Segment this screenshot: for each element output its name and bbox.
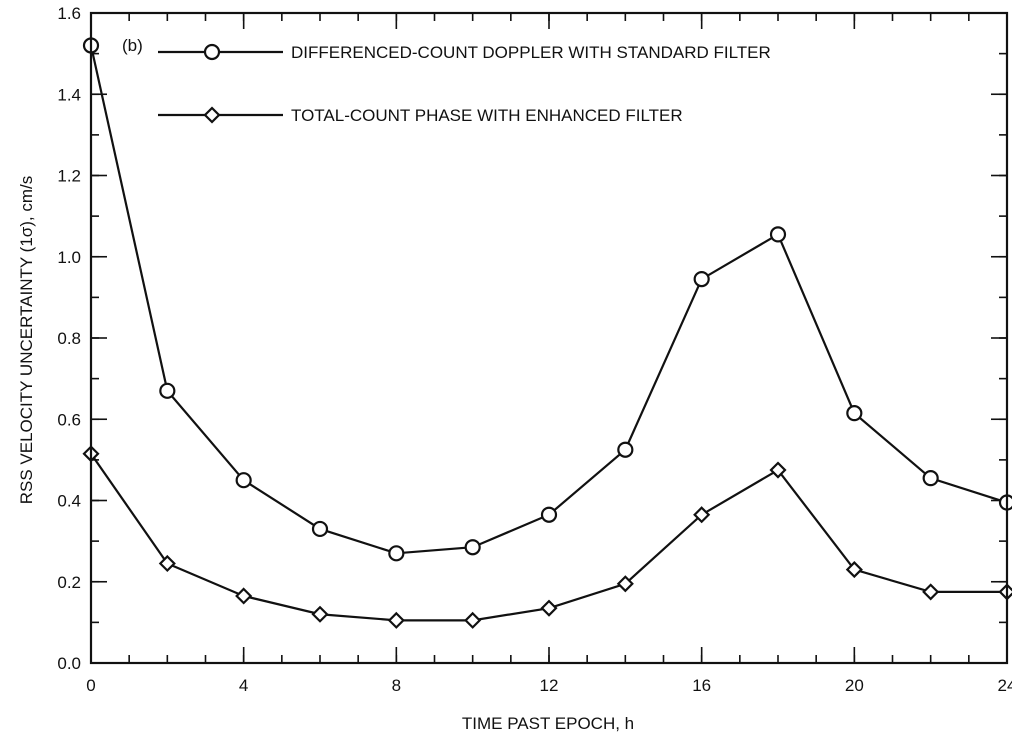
data-point-diamond	[693, 506, 711, 524]
data-point-diamond	[311, 605, 329, 623]
x-tick-label: 8	[392, 676, 401, 695]
y-tick-label: 1.2	[57, 167, 81, 186]
x-tick-label: 12	[540, 676, 559, 695]
data-point-circle	[922, 470, 939, 487]
tick-labels: 0 4 8 12 16 20 24 0.0 0.2 0.4 0.6 0.8 1.0 1.2 1.4 1.6	[57, 4, 1012, 695]
y-axis-title: RSS VELOCITY UNCERTAINTY (1σ), cm/s	[17, 176, 36, 505]
data-point-circle	[311, 520, 329, 538]
data-point-diamond	[845, 561, 863, 579]
data-point-circle	[464, 539, 481, 556]
data-point-circle	[769, 226, 787, 243]
data-point-diamond	[464, 611, 482, 629]
panel-label: (b)	[122, 36, 143, 55]
legend-label-phase: TOTAL-COUNT PHASE WITH ENHANCED FILTER	[291, 106, 683, 125]
series-lines	[89, 45, 1008, 622]
data-point-diamond	[769, 461, 787, 479]
series-markers	[82, 37, 1012, 629]
legend-marker-circle	[203, 43, 221, 61]
y-tick-label: 0.0	[57, 654, 81, 673]
data-point-diamond	[922, 583, 940, 601]
legend-marker-diamond	[203, 106, 221, 124]
y-tick-label: 0.2	[57, 573, 81, 592]
data-point-circle	[693, 270, 710, 288]
series-line-phase	[90, 453, 1007, 622]
plot-frame	[89, 11, 1009, 665]
x-tick-label: 0	[86, 676, 95, 695]
y-tick-label: 0.6	[57, 410, 81, 429]
data-point-circle	[388, 545, 405, 562]
x-tick-label: 24	[998, 676, 1012, 695]
data-point-circle	[235, 472, 252, 489]
y-tick-label: 1.0	[57, 248, 81, 267]
y-tick-label: 1.4	[57, 85, 81, 104]
x-tick-label: 16	[692, 676, 711, 695]
data-point-diamond	[540, 599, 558, 617]
legend: DIFFERENCED-COUNT DOPPLER WITH STANDARD …	[158, 43, 771, 125]
x-axis-title: TIME PAST EPOCH, h	[462, 714, 634, 733]
data-point-circle	[159, 382, 176, 399]
x-tick-label: 20	[845, 676, 864, 695]
y-tick-label: 0.8	[57, 329, 81, 348]
legend-label-doppler: DIFFERENCED-COUNT DOPPLER WITH STANDARD …	[291, 43, 771, 62]
y-tick-label: 1.6	[57, 4, 81, 23]
data-point-diamond	[616, 575, 634, 593]
data-point-circle	[617, 441, 634, 458]
y-tick-label: 0.4	[57, 492, 81, 511]
data-point-circle	[846, 405, 863, 422]
x-tick-label: 4	[239, 676, 248, 695]
data-point-diamond	[158, 554, 176, 573]
data-point-diamond	[387, 611, 405, 629]
data-point-diamond	[235, 587, 253, 605]
data-point-circle	[540, 506, 558, 523]
